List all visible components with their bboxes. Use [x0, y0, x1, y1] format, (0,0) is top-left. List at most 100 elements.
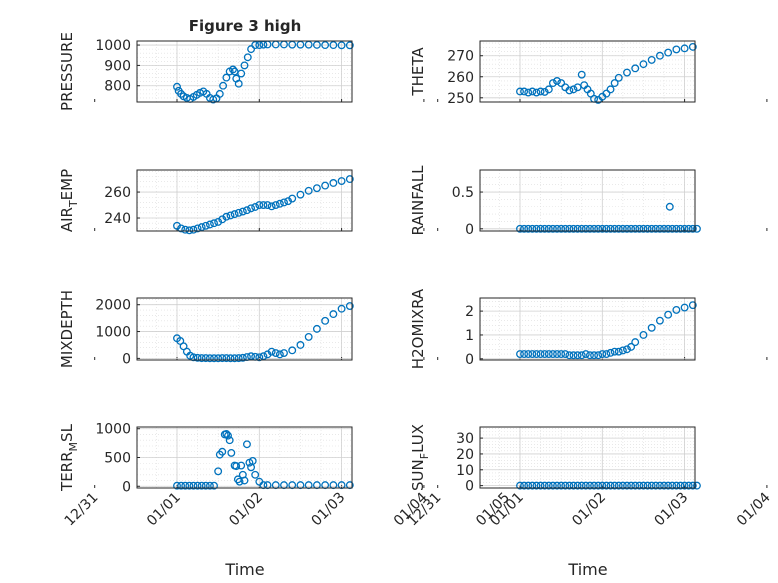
data-point: [577, 224, 586, 233]
data-point: [189, 353, 198, 362]
y-axis-label: AIRTEMP: [58, 169, 80, 232]
subplot-rainfall: 0 0.5 RAINFALL: [409, 165, 768, 238]
y-tick-label: 1: [465, 328, 474, 344]
plot-area: [480, 170, 695, 231]
data-point: [631, 64, 640, 73]
x-axis-label-right: Time: [567, 560, 607, 579]
data-point: [177, 481, 186, 490]
data-point: [263, 201, 272, 209]
series-h2omixra: [516, 301, 697, 360]
y-axis-label-subscript: T: [67, 200, 80, 208]
data-point: [565, 481, 574, 490]
y-tick-label: 1000: [95, 325, 131, 341]
data-point: [189, 225, 198, 234]
data-point: [329, 179, 338, 187]
data-point: [614, 224, 623, 233]
data-point: [627, 224, 636, 233]
plot-area: [480, 298, 695, 360]
axes-box: [479, 297, 696, 361]
data-point: [230, 210, 239, 219]
data-point: [205, 220, 214, 229]
data-point: [235, 477, 244, 486]
y-axis-label: MIXDEPTH: [58, 290, 76, 368]
data-point: [267, 202, 276, 211]
series-theta: [516, 42, 697, 104]
y-axis-label-main: PRESSURE: [58, 32, 76, 111]
data-point: [643, 481, 652, 490]
data-point: [222, 212, 231, 221]
data-point: [553, 77, 561, 85]
data-point: [594, 224, 603, 233]
data-point: [553, 481, 561, 490]
y-axis-label-main: SUN: [409, 459, 427, 491]
data-point: [565, 351, 574, 360]
y-axis-label: TERRMSL: [58, 423, 80, 492]
axes-box: [479, 40, 696, 103]
data-point: [240, 476, 249, 485]
data-point: [590, 481, 599, 490]
y-tick-label: 10: [456, 463, 474, 479]
figure-title: Figure 3 high: [189, 17, 302, 35]
y-tick-label: 1000: [95, 422, 131, 438]
plot-area: [137, 298, 352, 360]
data-point: [668, 481, 677, 490]
y-axis-label-tail: EMP: [58, 169, 76, 200]
data-point: [181, 225, 190, 234]
data-point: [614, 481, 623, 490]
data-point: [557, 224, 566, 233]
data-point: [614, 73, 623, 82]
data-point: [234, 208, 243, 217]
data-point: [243, 440, 251, 449]
data-point: [528, 350, 537, 358]
data-point: [177, 89, 186, 98]
data-point: [251, 41, 260, 50]
data-point: [520, 350, 529, 358]
y-tick-label: 0.5: [452, 185, 474, 201]
axes-box: [136, 169, 353, 232]
data-point: [618, 224, 627, 233]
data-point: [321, 41, 330, 50]
data-point: [251, 470, 260, 479]
subplot-h2omixra: 0 1 2 H2OMIXRA: [409, 288, 768, 369]
data-point: [536, 350, 545, 358]
data-point: [189, 481, 198, 490]
data-point: [672, 45, 681, 54]
data-point: [224, 431, 232, 440]
data-point: [226, 211, 235, 220]
data-point: [688, 42, 697, 51]
subplot-mixdepth: 0 1000 2000 MIXDEPTH: [58, 290, 507, 368]
data-point: [226, 354, 235, 363]
data-point: [177, 224, 186, 233]
data-point: [329, 310, 338, 319]
y-axis-label-main: TERR: [58, 451, 76, 492]
y-tick-label: 270: [447, 49, 474, 65]
series-rainfall: [516, 202, 701, 233]
y-tick-label: 0: [465, 352, 474, 368]
data-point: [680, 44, 689, 53]
data-point: [210, 219, 218, 228]
data-point: [275, 350, 284, 359]
data-point: [255, 201, 264, 209]
y-tick-label: 2000: [95, 298, 131, 314]
data-point: [614, 347, 623, 356]
data-point: [639, 60, 648, 69]
data-point: [557, 350, 566, 358]
data-point: [267, 347, 276, 356]
data-point: [271, 349, 280, 357]
data-point: [288, 346, 297, 355]
y-tick-label: 2: [465, 304, 474, 320]
y-tick-label: 30: [456, 431, 474, 447]
data-point: [586, 224, 594, 233]
data-point: [643, 224, 652, 233]
data-point: [676, 481, 685, 490]
series-terr-msl: [173, 429, 354, 490]
data-point: [232, 462, 241, 471]
data-point: [651, 224, 660, 233]
data-point: [237, 69, 246, 78]
data-point: [193, 481, 202, 490]
data-point: [664, 481, 673, 490]
data-point: [602, 350, 611, 358]
data-point: [218, 354, 227, 363]
data-point: [548, 224, 557, 233]
data-point: [524, 88, 533, 97]
